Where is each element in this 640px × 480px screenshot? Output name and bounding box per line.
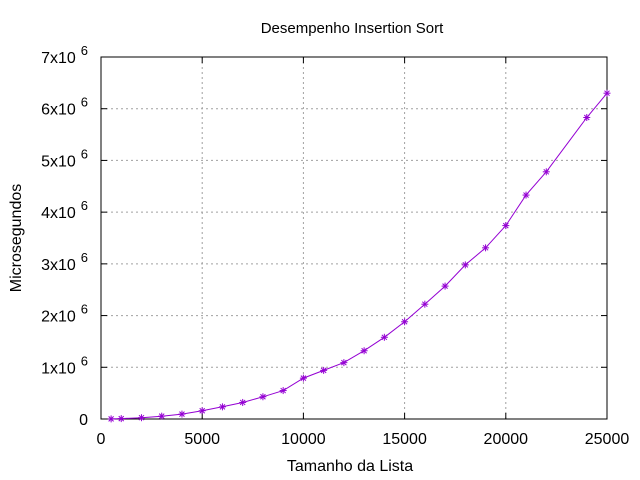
y-tick-label: 0 xyxy=(79,412,88,429)
data-point xyxy=(259,393,267,401)
data-point xyxy=(107,415,115,423)
x-axis-label: Tamanho da Lista xyxy=(287,458,413,475)
y-tick-label: 3x10 6 xyxy=(41,250,88,274)
data-point xyxy=(198,407,206,415)
grid-lines xyxy=(101,57,607,419)
y-tick-label: 4x10 6 xyxy=(41,198,88,222)
data-point xyxy=(340,359,348,367)
data-point xyxy=(117,415,125,423)
y-tick-label: 7x10 6 xyxy=(41,43,88,67)
data-point xyxy=(441,282,449,290)
y-tick-label: 1x10 6 xyxy=(41,353,88,377)
y-axis-label: Microsegundos xyxy=(8,184,25,293)
x-tick-label: 0 xyxy=(97,431,106,448)
y-tick-label: 2x10 6 xyxy=(41,302,88,326)
x-tick-label: 25000 xyxy=(585,431,630,448)
data-point xyxy=(360,347,368,355)
data-point xyxy=(401,318,409,326)
data-point xyxy=(178,410,186,418)
data-point xyxy=(239,398,247,406)
data-point xyxy=(299,374,307,382)
y-tick-label: 6x10 6 xyxy=(41,95,88,119)
data-point xyxy=(421,300,429,308)
data-point xyxy=(218,403,226,411)
data-point xyxy=(542,168,550,176)
data-point xyxy=(502,222,510,230)
x-tick-label: 15000 xyxy=(382,431,427,448)
x-tick-label: 10000 xyxy=(281,431,326,448)
plot-frame xyxy=(100,56,608,420)
data-point xyxy=(583,114,591,122)
x-tick-label: 5000 xyxy=(184,431,220,448)
data-point xyxy=(380,333,388,341)
x-tick-label: 20000 xyxy=(484,431,529,448)
data-point xyxy=(137,414,145,422)
data-point xyxy=(461,261,469,269)
x-axis-ticks: 0 5000 10000 15000 20000 25000 xyxy=(97,57,630,448)
chart-title: Desempenho Insertion Sort xyxy=(261,20,444,37)
series-line xyxy=(111,92,608,420)
series-layer xyxy=(107,89,611,423)
data-point xyxy=(279,387,287,395)
y-tick-label: 5x10 6 xyxy=(41,146,88,170)
y-axis-ticks: 0 1x10 6 2x10 6 3x10 6 4x10 6 5x10 6 6x10 6 7x10 6 xyxy=(41,43,607,429)
data-point xyxy=(158,412,166,420)
data-point xyxy=(603,89,611,97)
data-point xyxy=(522,191,530,199)
data-point xyxy=(320,366,328,374)
data-point xyxy=(482,244,490,252)
